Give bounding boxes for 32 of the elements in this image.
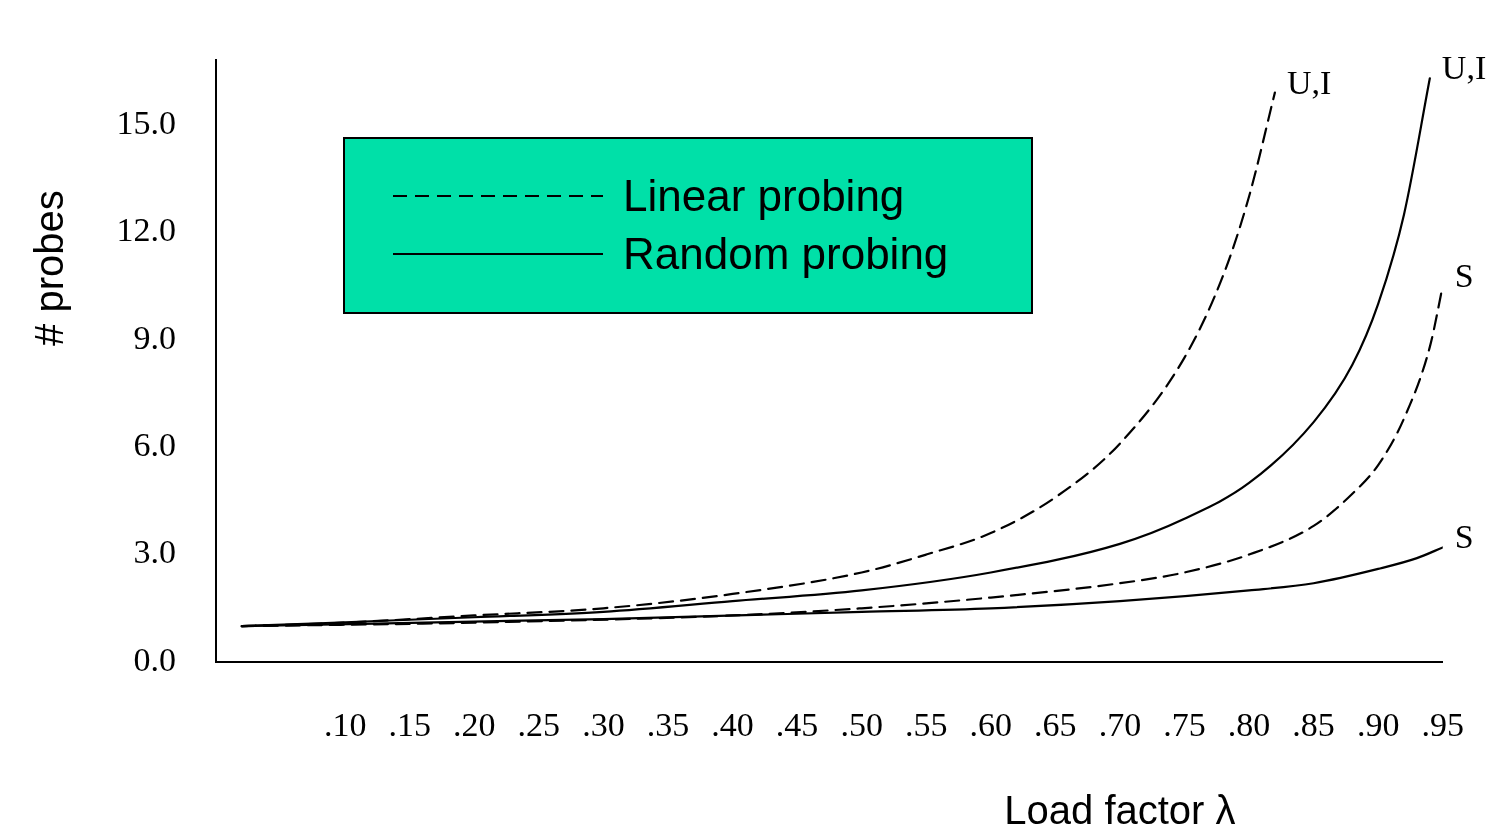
x-tick-label: .70 [1098,706,1142,744]
y-tick-label: 9.0 [133,318,176,356]
x-tick-label: .10 [323,706,367,744]
x-tick-label: .50 [840,706,883,744]
x-tick-label: .60 [969,706,1013,744]
x-tick-label: .15 [388,706,431,744]
x-tick-label: .55 [904,706,948,744]
x-axis-title: Load factor λ [1004,788,1236,831]
legend-label: Random probing [623,229,949,279]
x-tick-label: .95 [1421,706,1464,744]
y-tick-label: 6.0 [133,426,176,464]
legend-label: Linear probing [623,171,905,221]
x-tick-label: .80 [1227,706,1271,744]
annotation: U,I [1441,49,1487,87]
x-tick-label: .20 [453,706,496,744]
x-tick-label: .35 [646,706,690,744]
y-axis-title: # probes [27,190,72,346]
x-tick-label: .45 [775,706,819,744]
x-tick-label: .30 [582,706,625,744]
annotation: S [1454,518,1474,556]
x-tick-label: .75 [1163,706,1206,744]
y-tick-label: 12.0 [116,211,176,249]
annotation: S [1454,256,1474,294]
x-tick-label: .90 [1356,706,1400,744]
y-tick-label: 0.0 [133,640,176,678]
y-tick-label: 15.0 [116,103,176,141]
x-tick-label: .40 [711,706,754,744]
x-tick-label: .65 [1034,706,1077,744]
annotation: U,I [1286,63,1332,101]
x-tick-label: .25 [517,706,561,744]
y-tick-label: 3.0 [133,533,176,571]
x-tick-label: .85 [1292,706,1335,744]
